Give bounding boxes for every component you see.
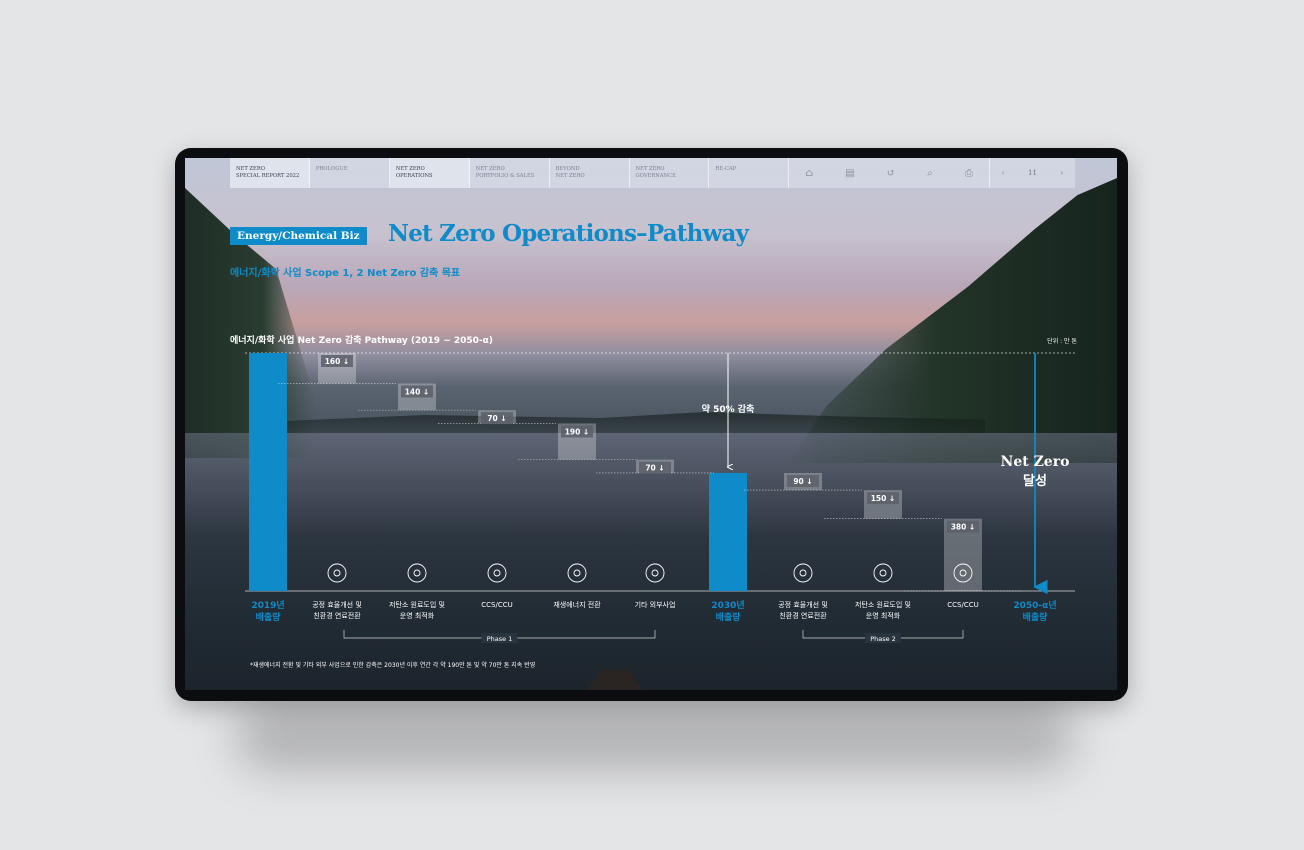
process-efficiency-icon (793, 563, 813, 583)
nav-governance[interactable]: NET ZERO GOVERNANCE (629, 158, 710, 188)
step-value-label: 70 ↓ (487, 414, 506, 423)
step-label-bg (561, 425, 593, 438)
step-value-label: 380 ↓ (951, 523, 976, 532)
low-carbon-material-icon (407, 563, 427, 583)
period-label: 배출량 (716, 611, 742, 623)
lake-water (185, 433, 1117, 690)
prev-page-icon[interactable]: ‹ (1001, 169, 1005, 177)
low-carbon-material-icon-inner (413, 569, 421, 577)
period-label: 2050-α년 (1013, 599, 1056, 611)
nav-operations[interactable]: NET ZERO OPERATIONS (389, 158, 470, 188)
nav-portfolio-sales[interactable]: NET ZERO PORTFOLIO & SALES (469, 158, 550, 188)
category-label: 저탄소 원료도입 및 (389, 600, 445, 609)
home-icon[interactable]: ⌂ (805, 167, 814, 179)
bar-2019 (249, 353, 287, 591)
category-label: 기타 외부사업 (635, 600, 676, 609)
far-treeline (285, 412, 985, 433)
top-navigation: NET ZERO SPECIAL REPORT 2022 PROLOGUE NE… (230, 158, 1075, 188)
category-label: 재생에너지 전환 (553, 600, 601, 609)
nav-tools: ⌂ ▤ ↺ ⌕ ⎙ (789, 158, 991, 188)
unit-label: 단위 : 만 톤 (1047, 338, 1077, 345)
nav-beyond[interactable]: BEYOND NET ZERO (549, 158, 630, 188)
step-label-bg (639, 461, 671, 474)
ccs-ccu-icon-inner (959, 569, 967, 577)
step-label-bg (321, 355, 353, 367)
category-label: 저탄소 원료도입 및 (855, 600, 911, 609)
nav-prologue[interactable]: PROLOGUE (309, 158, 390, 188)
business-badge: Energy/Chemical Biz (230, 227, 367, 245)
footnote: *재생에너지 전환 및 기타 외부 사업으로 인한 감축은 2030년 이후 연… (250, 662, 536, 669)
ccs-ccu-icon-inner (493, 569, 501, 577)
step-value-label: 90 ↓ (793, 477, 812, 486)
pager: ‹ 11 › (990, 158, 1075, 188)
period-label: 배출량 (256, 611, 282, 623)
category-label: CCS/CCU (947, 601, 978, 609)
category-label: 공정 효율개선 및 (778, 600, 828, 609)
chart-title: 에너지/화학 사업 Net Zero 감축 Pathway (2019 ~ 20… (230, 336, 493, 346)
step-label-bg (787, 474, 819, 487)
category-label: 친환경 연료전환 (313, 611, 361, 620)
annotation-reduction: 약 50% 감축 (702, 403, 755, 415)
ccs-ccu-icon (487, 563, 507, 583)
external-projects-icon (645, 563, 665, 583)
external-projects-icon-inner (651, 569, 659, 577)
boat-bow (587, 670, 643, 690)
category-label: 운영 최적화 (866, 611, 901, 620)
search-icon[interactable]: ⌕ (927, 167, 933, 179)
phase-1-label-bg (481, 633, 518, 643)
phase-1-label: Phase 1 (487, 635, 513, 643)
step-label-bg (947, 520, 979, 533)
process-efficiency-icon-inner (799, 569, 807, 577)
page-subtitle: 에너지/화학 사업 Scope 1, 2 Net Zero 감축 목표 (230, 268, 461, 279)
step-value-label: 160 ↓ (325, 357, 350, 366)
low-carbon-material-icon (873, 563, 893, 583)
nav-report-title[interactable]: NET ZERO SPECIAL REPORT 2022 (230, 158, 310, 188)
annotation-achieved: 달성 (1023, 474, 1047, 489)
process-efficiency-icon-inner (333, 569, 341, 577)
print-icon[interactable]: ⎙ (965, 167, 973, 179)
period-label: 배출량 (1023, 611, 1049, 623)
renewable-energy-icon (567, 563, 587, 583)
process-efficiency-icon (327, 563, 347, 583)
category-label: 공정 효율개선 및 (312, 600, 362, 609)
step-value-label: 70 ↓ (645, 464, 664, 473)
category-label: 운영 최적화 (400, 611, 435, 620)
bar-2030 (709, 472, 747, 591)
period-label: 2030년 (711, 599, 744, 611)
period-label: 2019년 (251, 599, 284, 611)
device-shadow (235, 700, 1075, 770)
low-carbon-material-icon-inner (879, 569, 887, 577)
ccs-ccu-icon (953, 563, 973, 583)
next-page-icon[interactable]: › (1060, 169, 1064, 177)
step-value-label: 140 ↓ (405, 387, 430, 396)
renewable-energy-icon-inner (573, 569, 581, 577)
annotation-net-zero: Net Zero (1001, 454, 1070, 470)
step-value-label: 190 ↓ (565, 427, 590, 436)
category-label: CCS/CCU (481, 601, 512, 609)
page-number: 11 (1028, 169, 1037, 177)
device-frame: NET ZERO SPECIAL REPORT 2022 PROLOGUE NE… (175, 148, 1128, 701)
page-title: Net Zero Operations–Pathway (388, 220, 749, 247)
step-value-label: 150 ↓ (871, 494, 896, 503)
step-label-bg (867, 492, 899, 505)
report-screen: NET ZERO SPECIAL REPORT 2022 PROLOGUE NE… (185, 158, 1117, 690)
phase-2-label: Phase 2 (870, 635, 896, 643)
phase-2-label-bg (865, 633, 901, 643)
page-icon[interactable]: ▤ (845, 167, 855, 179)
step-label-bg (481, 412, 513, 425)
step-label-bg (401, 385, 433, 398)
nav-recap[interactable]: RE-CAP (709, 158, 790, 188)
back-icon[interactable]: ↺ (886, 167, 896, 179)
category-label: 친환경 연료전환 (779, 611, 827, 620)
